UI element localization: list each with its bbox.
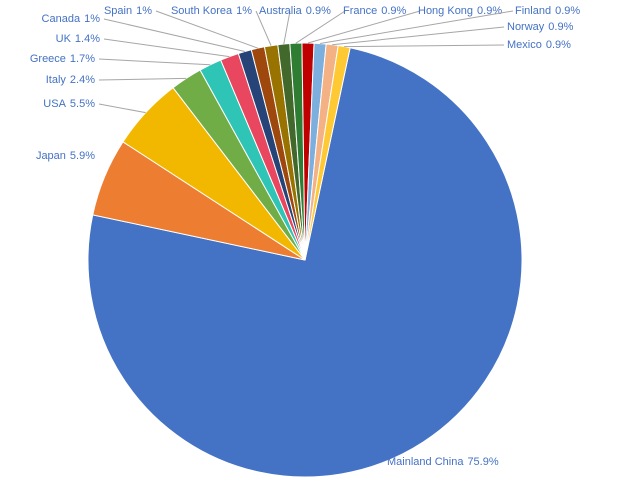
label-category: South Korea: [171, 5, 233, 17]
label-category: Norway: [507, 21, 545, 33]
label-value: 75.9%: [467, 456, 498, 468]
label-value: 5.5%: [70, 98, 95, 110]
label-value: 5.9%: [70, 150, 95, 162]
leader-line: [332, 26, 505, 46]
leader-line: [307, 10, 421, 44]
leader-line: [320, 10, 514, 45]
label-category: Mexico: [507, 39, 542, 51]
label-value: 1%: [236, 5, 252, 17]
label-value: 0.9%: [555, 5, 580, 17]
leader-line: [98, 103, 146, 114]
leader-line: [344, 44, 505, 48]
data-label: Norway 0.9%: [507, 21, 574, 33]
leader-line: [98, 58, 211, 66]
data-label: Greece 1.7%: [30, 53, 95, 65]
leader-line: [103, 18, 245, 53]
label-category: Greece: [30, 53, 66, 65]
label-value: 1.4%: [75, 33, 100, 45]
leader-line: [155, 10, 259, 49]
data-label: USA 5.5%: [43, 98, 95, 110]
label-category: Mainland China: [387, 456, 464, 468]
pie-slice: [87, 47, 523, 478]
label-category: Japan: [36, 150, 66, 162]
label-value: 1%: [136, 5, 152, 17]
data-label: Finland 0.9%: [515, 5, 580, 17]
data-label: UK 1.4%: [56, 33, 101, 45]
leader-line: [255, 10, 272, 46]
label-category: Italy: [46, 74, 67, 86]
label-category: USA: [43, 98, 66, 110]
label-category: Hong Kong: [418, 5, 473, 17]
data-label: Japan 5.9%: [36, 150, 95, 162]
label-value: 0.9%: [306, 5, 331, 17]
label-value: 1%: [84, 13, 100, 25]
leader-line: [103, 38, 230, 58]
data-label: Australia 0.9%: [259, 5, 331, 17]
label-category: France: [343, 5, 377, 17]
data-label: Mainland China 75.9%: [387, 456, 499, 468]
label-value: 2.4%: [70, 74, 95, 86]
label-category: Australia: [259, 5, 303, 17]
data-label: France 0.9%: [343, 5, 407, 17]
label-value: 0.9%: [546, 39, 571, 51]
label-value: 0.9%: [381, 5, 406, 17]
label-value: 1.7%: [70, 53, 95, 65]
data-label: Spain 1%: [104, 5, 152, 17]
label-category: UK: [56, 33, 72, 45]
label-value: 0.9%: [548, 21, 573, 33]
label-category: Finland: [515, 5, 551, 17]
leader-line: [295, 10, 346, 44]
label-category: Canada: [42, 13, 81, 25]
leader-line: [98, 77, 187, 81]
leader-line: [283, 10, 291, 45]
data-label: Canada 1%: [42, 13, 101, 25]
data-label: Italy 2.4%: [46, 74, 95, 86]
label-category: Spain: [104, 5, 132, 17]
data-label: South Korea 1%: [171, 5, 252, 17]
data-label: Mexico 0.9%: [507, 39, 571, 51]
